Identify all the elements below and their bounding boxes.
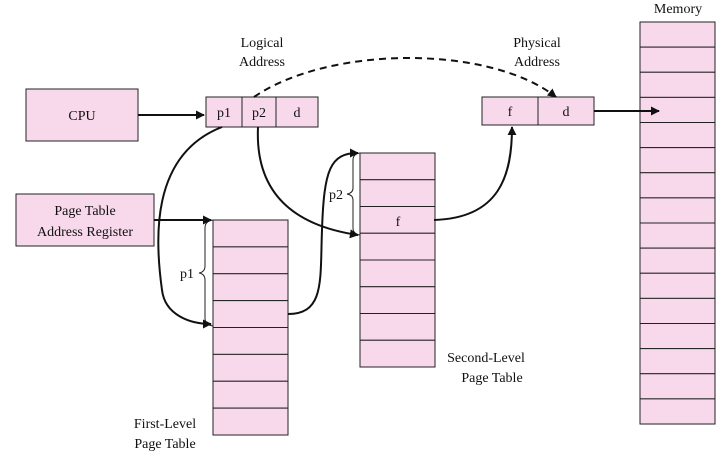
physical-address-field-f (481, 96, 539, 126)
memory-cell-2 (639, 46, 716, 73)
first-level-entry-4 (212, 300, 289, 329)
first-level-entry-8 (212, 407, 289, 436)
ptar-label-line1: Page Table (54, 204, 115, 219)
second-level-entry-3 (359, 206, 436, 234)
second-level-page-table (359, 152, 436, 368)
memory-cell-8 (639, 197, 716, 224)
memory-cell-10 (639, 247, 716, 274)
second-level-entry-8 (359, 339, 436, 368)
memory-cell-5 (639, 122, 716, 149)
memory-cell-11 (639, 272, 716, 299)
memory-cell-14 (639, 348, 716, 375)
second-level-entry-5 (359, 259, 436, 288)
first-level-entry-6 (212, 353, 289, 382)
logical-field-label-d: d (294, 106, 301, 121)
arrow-second-level-to-physical-address (433, 126, 517, 221)
cpu-box (25, 88, 139, 142)
first-level-caption-line1: First-Level (134, 417, 196, 432)
memory-column (639, 21, 716, 425)
first-level-entry-7 (212, 380, 289, 409)
logical-address-caption-line2: Address (239, 55, 285, 70)
arrow-p2-to-second-level-entry (256, 126, 359, 239)
second-level-entry-4 (359, 232, 436, 261)
second-level-entry-7 (359, 313, 436, 341)
cpu-label: CPU (68, 109, 95, 124)
logical-field-label-p1: p1 (217, 106, 231, 121)
first-level-index-label: p1 (180, 267, 194, 282)
logical-address-caption-line1: Logical (241, 36, 284, 51)
p1-brace (198, 219, 214, 327)
second-level-caption-line2: Page Table (461, 371, 522, 386)
second-level-index-label: p2 (329, 188, 343, 203)
first-level-entry-2 (212, 246, 289, 275)
first-level-page-table (212, 219, 289, 436)
physical-field-label-f: f (508, 105, 513, 120)
p2-brace (346, 152, 361, 236)
logical-field-label-p2: p2 (252, 106, 266, 121)
first-level-entry-3 (212, 273, 289, 302)
logical-address-field-d (275, 96, 319, 128)
second-level-entry-label: f (396, 215, 401, 230)
first-level-entry-1 (212, 219, 289, 248)
physical-field-label-d: d (563, 105, 570, 120)
memory-cell-1 (639, 21, 716, 48)
second-level-caption-line1: Second-Level (447, 351, 525, 366)
memory-cell-6 (639, 147, 716, 174)
second-level-entry-6 (359, 286, 436, 314)
physical-address-field-d (537, 96, 595, 126)
memory-label: Memory (654, 2, 702, 17)
memory-cell-4 (639, 96, 716, 124)
memory-cell-16 (639, 398, 716, 425)
arrow-logical-to-physical-dashed (253, 57, 557, 98)
first-level-entry-5 (212, 327, 289, 355)
page-table-address-register (15, 193, 155, 247)
logical-address-field-p1 (205, 96, 243, 128)
arrow-first-level-to-second-level (287, 148, 359, 315)
first-level-caption-line2: Page Table (134, 437, 195, 452)
memory-cell-3 (639, 71, 716, 98)
memory-cell-12 (639, 297, 716, 325)
physical-address-caption-line1: Physical (513, 36, 561, 51)
memory-cell-9 (639, 222, 716, 249)
ptar-label-line2: Address Register (37, 225, 133, 240)
arrow-p1-to-first-level-entry (157, 126, 223, 329)
memory-cell-15 (639, 373, 716, 400)
second-level-entry-1 (359, 152, 436, 181)
second-level-entry-2 (359, 179, 436, 207)
memory-cell-7 (639, 172, 716, 199)
memory-cell-13 (639, 323, 716, 350)
physical-address-caption-line2: Address (514, 55, 560, 70)
